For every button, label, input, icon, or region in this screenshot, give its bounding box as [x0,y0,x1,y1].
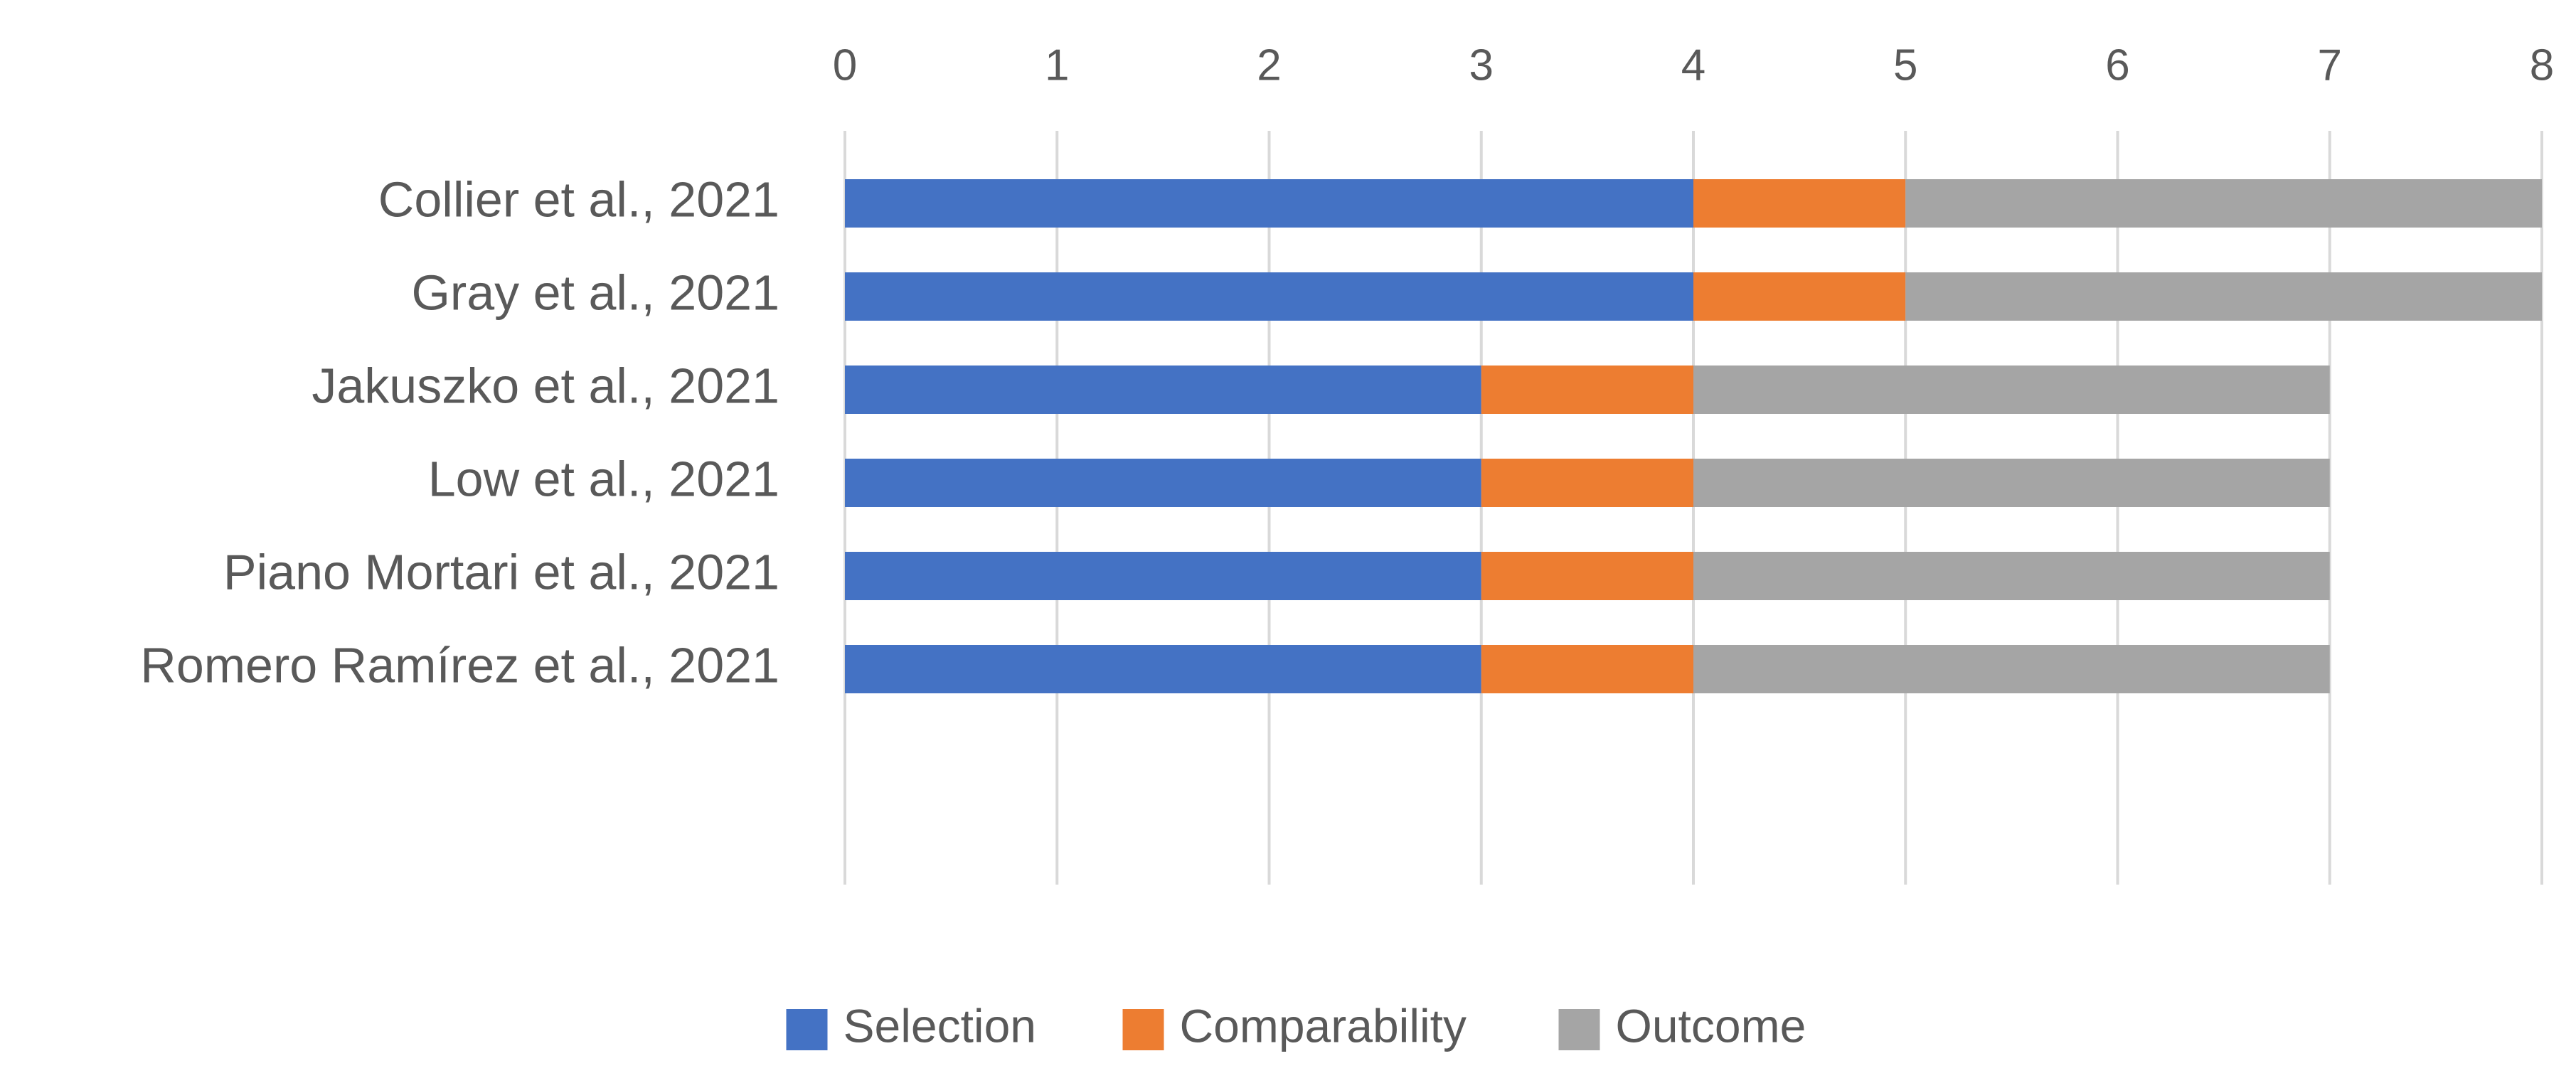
legend-label-outcome: Outcome [1616,999,1806,1052]
bar-outcome-5 [1693,645,2330,693]
legend-swatch-selection [786,1009,828,1050]
category-label: Jakuszko et al., 2021 [312,358,779,413]
bar-outcome-0 [1905,179,2542,228]
bar-selection-3 [845,459,1481,507]
x-tick-label: 8 [2530,41,2554,90]
category-label: Low et al., 2021 [428,451,779,506]
bar-selection-0 [845,179,1693,228]
legend: Selection Comparability Outcome [786,999,1806,1052]
x-tick-label: 5 [1893,41,1917,90]
bar-outcome-1 [1905,272,2542,321]
bar-outcome-3 [1693,459,2330,507]
category-label: Piano Mortari et al., 2021 [223,544,779,599]
x-tick-label: 4 [1681,41,1705,90]
x-tick-label: 3 [1469,41,1494,90]
bar-outcome-2 [1693,366,2330,414]
bars [845,179,2542,693]
legend-label-comparability: Comparability [1180,999,1467,1052]
bar-selection-1 [845,272,1693,321]
bar-comparability-2 [1481,366,1693,414]
x-axis-ticks: 0 1 2 3 4 5 6 7 8 [833,41,2554,90]
bar-comparability-5 [1481,645,1693,693]
category-label: Collier et al., 2021 [378,171,779,227]
gridlines [843,131,2543,885]
bar-selection-4 [845,552,1481,600]
bar-selection-2 [845,366,1481,414]
bar-comparability-1 [1693,272,1906,321]
x-tick-label: 2 [1257,41,1281,90]
x-tick-label: 6 [2105,41,2129,90]
category-labels: Collier et al., 2021 Gray et al., 2021 Jak… [140,171,779,693]
legend-label-selection: Selection [843,999,1037,1052]
x-tick-label: 1 [1045,41,1069,90]
bar-comparability-0 [1693,179,1906,228]
category-label: Romero Ramírez et al., 2021 [140,637,779,693]
bar-comparability-3 [1481,459,1693,507]
bar-selection-5 [845,645,1481,693]
legend-swatch-comparability [1122,1009,1164,1050]
x-tick-label: 0 [833,41,857,90]
bar-outcome-4 [1693,552,2330,600]
legend-swatch-outcome [1558,1009,1600,1050]
x-tick-label: 7 [2318,41,2342,90]
category-label: Gray et al., 2021 [411,265,779,320]
bar-comparability-4 [1481,552,1693,600]
